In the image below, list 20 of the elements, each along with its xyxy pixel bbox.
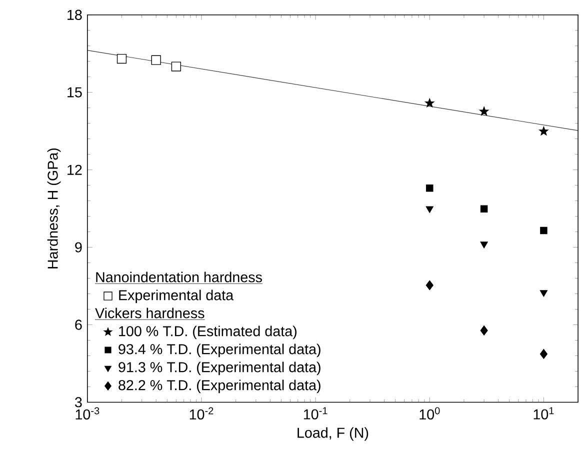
x-tick-label: 10$^{-2}$	[190, 407, 214, 420]
x-tick-label: 10$^{0}$	[420, 407, 440, 420]
legend-label: 100 % T.D. (Estimated data)	[119, 326, 296, 340]
y-tick-label: 6	[75, 320, 82, 330]
y-tick-label: 18	[68, 10, 82, 20]
legend-label: 82.2 % T.D. (Experimental data)	[118, 380, 320, 394]
legend-label: 91.3 % T.D. (Experimental data)	[118, 362, 320, 376]
annotation: Vickers hardness	[95, 308, 204, 318]
y-axis-title: Hardness, H (GPa)	[47, 148, 61, 268]
x-tick-label: 10$^{1}$	[534, 407, 554, 420]
y-tick-label: 9	[75, 242, 82, 252]
x-tick-label: 10$^{-3}$	[76, 407, 100, 420]
x-tick-label: 10$^{-1}$	[304, 407, 328, 420]
x-axis-title: Load, F (N)	[298, 427, 368, 441]
annotation: Nanoindentation hardness	[96, 272, 262, 282]
y-tick-label: 15	[68, 87, 82, 98]
legend-label: 93.4 % T.D. (Experimental data)	[118, 344, 320, 358]
y-tick-label: 3	[75, 397, 82, 408]
y-tick-label: 12	[68, 164, 82, 175]
legend-label: Experimental data	[119, 290, 234, 304]
